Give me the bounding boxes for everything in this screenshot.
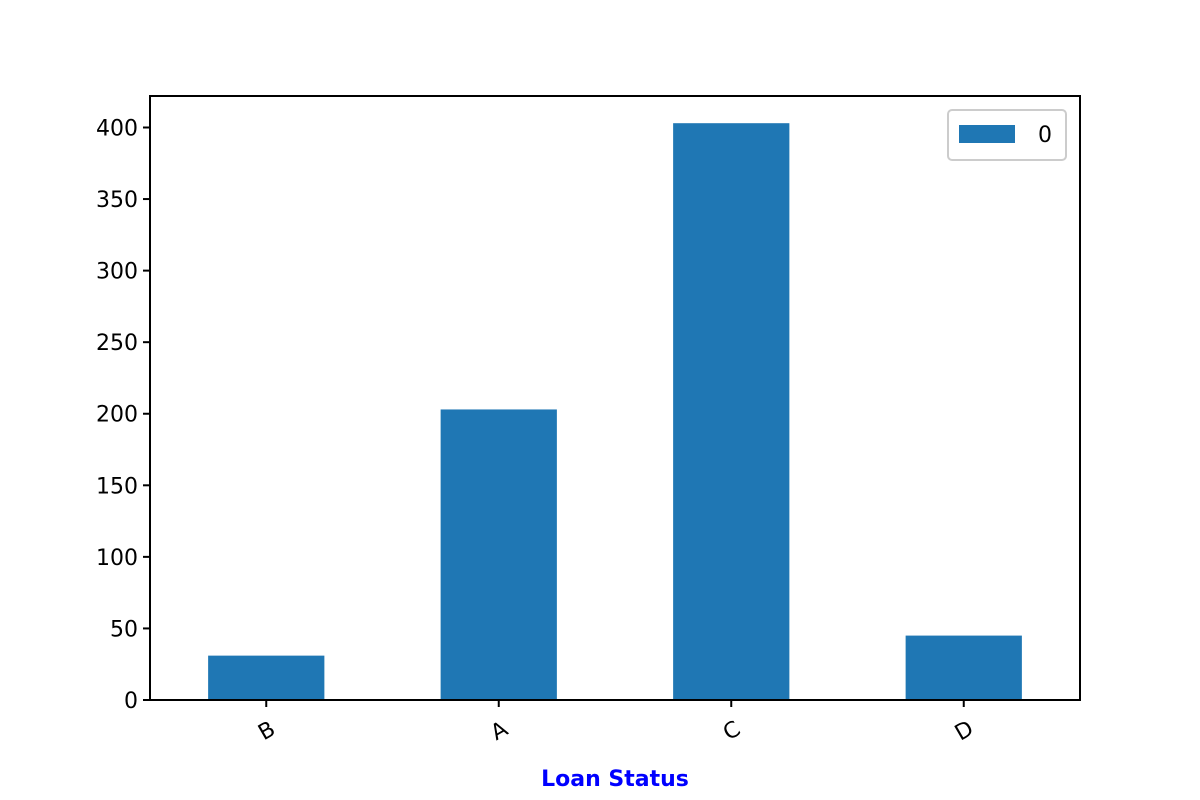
bar-D [905, 635, 1022, 700]
bar-B [208, 655, 325, 700]
y-tick-label: 350 [96, 188, 138, 213]
y-axis: 0 50 100 150 200 250 300 350 400 [96, 116, 150, 714]
bar-A [440, 409, 557, 700]
y-tick-label: 250 [96, 331, 138, 356]
y-tick-label: 150 [96, 474, 138, 499]
y-tick-label: 200 [96, 403, 138, 428]
bar-C [673, 123, 790, 700]
legend-swatch [959, 125, 1015, 143]
legend: 0 [947, 109, 1067, 161]
y-tick-label: 300 [96, 260, 138, 285]
x-axis-label: Loan Status [541, 767, 689, 792]
y-tick-label: 0 [124, 689, 138, 714]
x-tick-label-C: C [719, 717, 745, 746]
bars-group [208, 123, 1022, 700]
plot-area-frame [149, 95, 1081, 701]
y-tick-label: 50 [110, 617, 138, 642]
x-tick-label-B: B [254, 717, 280, 746]
y-tick-label: 100 [96, 546, 138, 571]
y-tick-label: 400 [96, 116, 138, 141]
x-tick-label-D: D [951, 716, 978, 746]
x-tick-label-A: A [487, 717, 513, 746]
legend-label: 0 [1038, 123, 1052, 148]
